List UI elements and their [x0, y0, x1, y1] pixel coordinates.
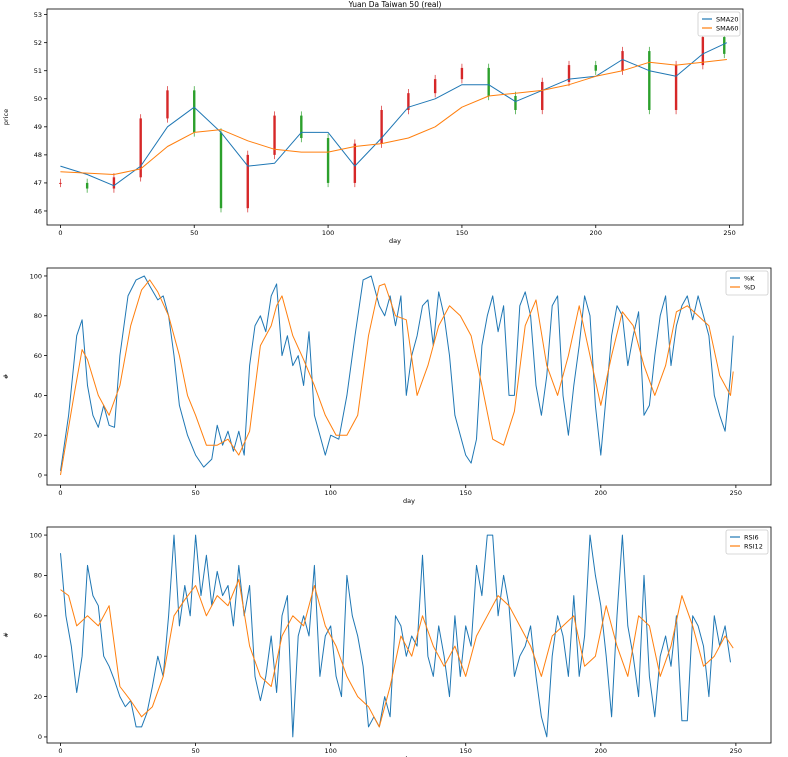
x-tick-label: 0	[58, 747, 62, 755]
legend-label: SMA20	[716, 15, 738, 23]
kd-chart: 0 50 100 150 200 250 0 20 40 60 80 100 day # %K%D	[2, 267, 772, 505]
candle	[594, 65, 597, 71]
series-line-%K	[60, 275, 734, 472]
y-tick-label: 46	[34, 207, 42, 215]
legend-label: %D	[744, 283, 755, 291]
x-tick-label: 50	[190, 229, 198, 237]
legend	[725, 270, 769, 296]
series-line-RSI6	[60, 534, 731, 738]
legend-label: SMA60	[716, 24, 738, 32]
legend-label: RSI6	[744, 533, 759, 541]
y-tick-label: 60	[34, 612, 42, 620]
candle	[648, 51, 651, 110]
plot-frame	[46, 267, 772, 486]
y-tick-label: 49	[34, 123, 42, 131]
candle	[567, 65, 571, 82]
x-tick-label: 150	[456, 229, 468, 237]
candle	[219, 132, 223, 209]
y-tick-label: 40	[34, 652, 42, 660]
legend-label: RSI12	[744, 542, 763, 550]
x-tick-label: 100	[324, 747, 336, 755]
candle	[85, 182, 89, 189]
series-line-RSI12	[60, 579, 734, 728]
x-tick-label: 0	[58, 489, 62, 497]
series-line-SMA20	[60, 42, 728, 187]
series-line-%D	[60, 279, 734, 476]
y-tick-label: 52	[34, 39, 42, 47]
candle	[433, 79, 437, 94]
y-tick-label: 51	[34, 67, 42, 75]
legend-label: %K	[744, 274, 755, 282]
x-tick-label: 50	[191, 489, 199, 497]
candle	[407, 93, 410, 110]
x-tick-label: 150	[460, 489, 472, 497]
y-axis-title: price	[2, 109, 10, 125]
x-tick-label: 0	[58, 229, 62, 237]
candle	[701, 37, 705, 66]
series-line-SMA60	[60, 59, 727, 175]
candle	[193, 90, 196, 133]
candle	[621, 51, 624, 71]
x-axis-title: day	[389, 237, 401, 245]
legend	[725, 529, 769, 555]
candle	[300, 115, 303, 139]
x-axis-title: day	[403, 755, 415, 757]
candle	[273, 115, 276, 155]
y-tick-label: 100	[30, 531, 42, 539]
price-chart: Yuan Da Taiwan 50 (real) 0 50 100 150 200 250 4…	[2, 0, 744, 245]
y-tick-label: 40	[34, 392, 42, 400]
candle	[380, 109, 383, 144]
y-tick-label: 48	[34, 151, 42, 159]
legend	[697, 11, 741, 37]
x-tick-label: 50	[191, 747, 199, 755]
candle	[487, 67, 490, 96]
candle	[112, 177, 116, 189]
candle	[139, 118, 142, 178]
x-tick-label: 200	[595, 489, 607, 497]
candle	[460, 67, 464, 80]
y-tick-label: 80	[34, 572, 42, 580]
y-tick-label: 100	[30, 272, 42, 280]
x-tick-label: 250	[730, 747, 742, 755]
y-tick-label: 80	[34, 312, 42, 320]
candle	[246, 154, 249, 209]
x-tick-label: 100	[324, 489, 336, 497]
x-tick-label: 250	[730, 489, 742, 497]
x-tick-label: 250	[723, 229, 735, 237]
candle	[326, 138, 330, 183]
x-tick-label: 150	[460, 747, 472, 755]
y-tick-label: 20	[34, 693, 42, 701]
chart-title: Yuan Da Taiwan 50 (real)	[348, 0, 442, 9]
y-tick-label: 50	[34, 95, 42, 103]
candle	[723, 37, 726, 54]
candle	[353, 143, 357, 183]
y-axis-title: #	[2, 374, 10, 379]
candle	[541, 81, 544, 110]
x-tick-label: 200	[595, 747, 607, 755]
y-axis-title: #	[2, 632, 10, 637]
y-tick-label: 60	[34, 352, 42, 360]
x-tick-label: 100	[322, 229, 334, 237]
y-tick-label: 0	[38, 471, 42, 479]
y-tick-label: 47	[34, 179, 42, 187]
plot-frame	[46, 526, 772, 744]
candle	[166, 90, 169, 119]
candle	[674, 65, 678, 110]
plot-frame	[46, 8, 744, 226]
y-tick-label: 0	[38, 733, 42, 741]
x-axis-title: day	[403, 497, 415, 505]
x-tick-label: 200	[590, 229, 602, 237]
candle	[514, 95, 517, 110]
y-tick-label: 53	[34, 11, 42, 19]
y-tick-label: 20	[34, 432, 42, 440]
candle	[59, 182, 62, 184]
